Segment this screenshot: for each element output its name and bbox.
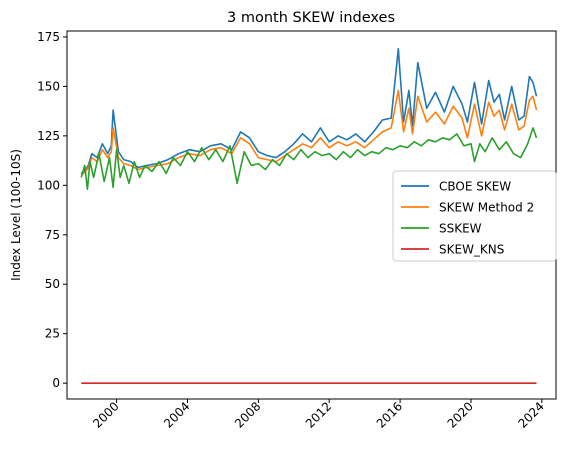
legend-label-skew-method-2: SKEW Method 2 [439, 201, 534, 215]
y-tick-label: 75 [45, 228, 60, 242]
y-tick-label: 125 [37, 129, 60, 143]
y-tick-label: 50 [45, 277, 60, 291]
chart-title: 3 month SKEW indexes [227, 10, 395, 26]
legend-box [392, 170, 557, 262]
y-tick-label: 175 [37, 30, 60, 44]
series-line-cboe-skew [80, 47, 538, 175]
legend: CBOE SKEW SKEW Method 2 SSKEW SKEW_KNS [392, 170, 557, 262]
legend-label-skew-kns: SKEW_KNS [439, 243, 504, 257]
y-tick-label: 0 [52, 376, 60, 390]
y-tick-label: 100 [37, 178, 60, 192]
y-tick-label: 150 [37, 79, 60, 93]
y-axis-label: Index Level (100-10S) [9, 149, 23, 281]
series-line-sskew [80, 127, 538, 191]
legend-label-sskew: SSKEW [439, 222, 482, 236]
y-tick-label: 25 [45, 327, 60, 341]
series-line-skew-method-2 [80, 89, 538, 176]
legend-label-cboe-skew: CBOE SKEW [439, 180, 511, 194]
